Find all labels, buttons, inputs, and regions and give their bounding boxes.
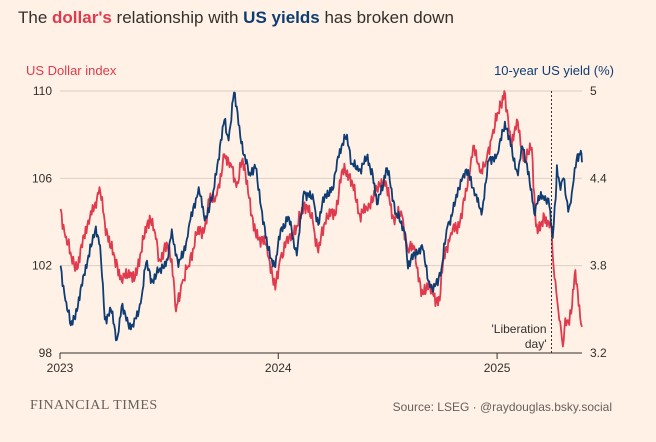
title-yields-highlight: US yields [243, 8, 320, 27]
annotation-line-1: 'Liberation [492, 322, 547, 336]
title-part-3: relationship with [111, 8, 244, 27]
series-line-us-yield [59, 91, 583, 342]
left-tick-label: 110 [33, 84, 52, 98]
source-note: Source: LSEG · @raydouglas.bsky.social [392, 400, 612, 414]
brand-logo: FINANCIAL TIMES [30, 398, 158, 413]
series-line-dollar-index [59, 90, 583, 348]
title-part-1: The [18, 8, 53, 27]
annotation-line-2: day' [525, 337, 547, 351]
x-tick-label: 2024 [265, 361, 292, 375]
x-tick-label: 2023 [47, 361, 74, 375]
right-tick-label: 5 [590, 84, 597, 98]
title-part-5: has broken down [319, 8, 454, 27]
title-dollar-highlight: dollar's [52, 8, 112, 27]
right-axis-title: 10-year US yield (%) [494, 63, 614, 78]
right-tick-label: 3.8 [590, 259, 607, 273]
chart-title: The dollar's relationship with US yields… [18, 6, 454, 30]
left-tick-label: 102 [32, 259, 52, 273]
left-axis-title: US Dollar index [26, 63, 117, 78]
x-tick-label: 2025 [484, 361, 511, 375]
left-tick-label: 106 [32, 171, 52, 185]
right-tick-label: 3.2 [590, 346, 607, 360]
left-tick-label: 98 [39, 346, 53, 360]
right-tick-label: 4.4 [590, 171, 607, 185]
